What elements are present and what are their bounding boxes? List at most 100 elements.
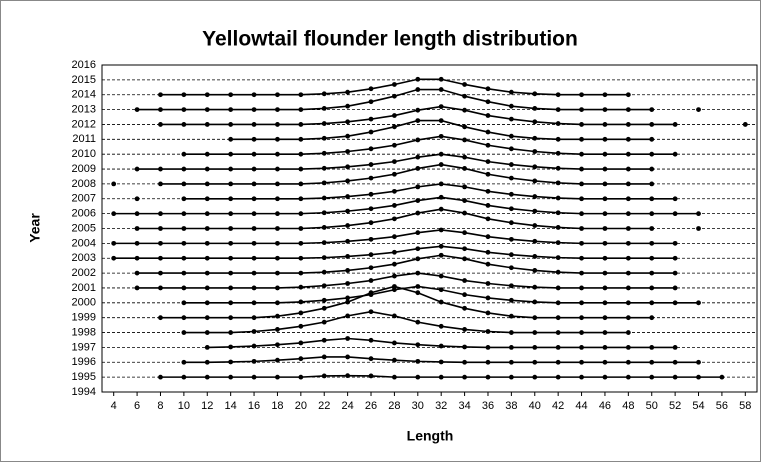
y-tick-label: 2014 — [72, 89, 96, 101]
point — [321, 269, 327, 275]
point — [555, 225, 561, 230]
point — [555, 345, 561, 350]
point — [181, 107, 187, 112]
point — [181, 196, 187, 202]
point — [579, 315, 584, 321]
point — [602, 211, 608, 217]
point — [532, 119, 538, 125]
x-tick-label: 10 — [178, 400, 190, 412]
point — [742, 122, 748, 127]
point — [111, 240, 117, 246]
point — [415, 210, 421, 216]
point — [158, 122, 163, 127]
point — [532, 223, 538, 228]
point — [345, 373, 351, 379]
point — [392, 171, 397, 177]
point — [485, 234, 491, 240]
point — [181, 315, 187, 321]
point — [485, 113, 491, 118]
point — [649, 255, 655, 261]
point — [204, 211, 210, 217]
point — [321, 373, 327, 379]
point — [298, 151, 304, 157]
point — [321, 195, 327, 201]
point — [134, 240, 140, 246]
point — [368, 86, 374, 92]
point — [298, 255, 304, 261]
point — [368, 373, 374, 379]
point — [438, 87, 444, 92]
ridge-line — [183, 135, 676, 155]
point — [345, 313, 351, 319]
point — [228, 122, 234, 127]
point — [368, 356, 374, 362]
point — [579, 330, 584, 335]
point — [508, 220, 514, 226]
point — [696, 107, 701, 112]
point — [415, 342, 421, 348]
point — [462, 124, 467, 130]
point — [392, 273, 397, 279]
point — [579, 300, 584, 306]
point — [345, 299, 351, 305]
point — [345, 223, 351, 228]
point — [415, 198, 421, 203]
point — [204, 196, 210, 202]
point — [321, 297, 327, 303]
point — [415, 76, 421, 82]
point — [649, 285, 655, 291]
y-tick-label: 2003 — [72, 252, 96, 264]
point — [602, 359, 608, 365]
point — [438, 343, 444, 349]
point — [625, 330, 631, 335]
point — [462, 278, 467, 283]
point — [298, 240, 304, 246]
point — [602, 285, 608, 291]
x-tick-label: 20 — [295, 400, 307, 412]
point — [625, 151, 631, 157]
point — [696, 374, 701, 380]
point — [345, 268, 351, 273]
point — [251, 343, 257, 349]
point — [298, 356, 304, 362]
point — [508, 206, 514, 212]
point — [532, 238, 538, 244]
point — [579, 255, 584, 261]
point — [368, 146, 374, 152]
point — [415, 246, 421, 252]
point — [438, 299, 444, 305]
point — [228, 255, 234, 261]
point — [532, 149, 538, 154]
point — [555, 269, 561, 275]
point — [298, 226, 304, 231]
x-tick-label: 28 — [388, 400, 400, 412]
x-tick-label: 38 — [505, 400, 517, 412]
point — [392, 249, 397, 255]
point — [392, 234, 397, 240]
point — [251, 270, 257, 276]
point — [485, 345, 491, 350]
point — [228, 136, 234, 142]
point — [275, 285, 280, 291]
point — [719, 374, 725, 380]
x-tick-label: 52 — [669, 400, 681, 412]
y-tick-label: 1998 — [72, 326, 96, 338]
point — [672, 300, 678, 306]
point — [555, 315, 561, 321]
point — [649, 226, 655, 231]
point — [321, 337, 327, 343]
point — [532, 359, 538, 365]
point — [228, 270, 234, 276]
point — [251, 181, 257, 187]
point — [649, 136, 655, 142]
point — [321, 225, 327, 230]
point — [415, 166, 421, 171]
x-tick-label: 54 — [692, 400, 704, 412]
point — [181, 226, 187, 231]
point — [415, 154, 421, 160]
point — [275, 270, 280, 276]
point — [228, 240, 234, 246]
point — [204, 300, 210, 306]
point — [555, 150, 561, 156]
x-tick-label: 36 — [482, 400, 494, 412]
